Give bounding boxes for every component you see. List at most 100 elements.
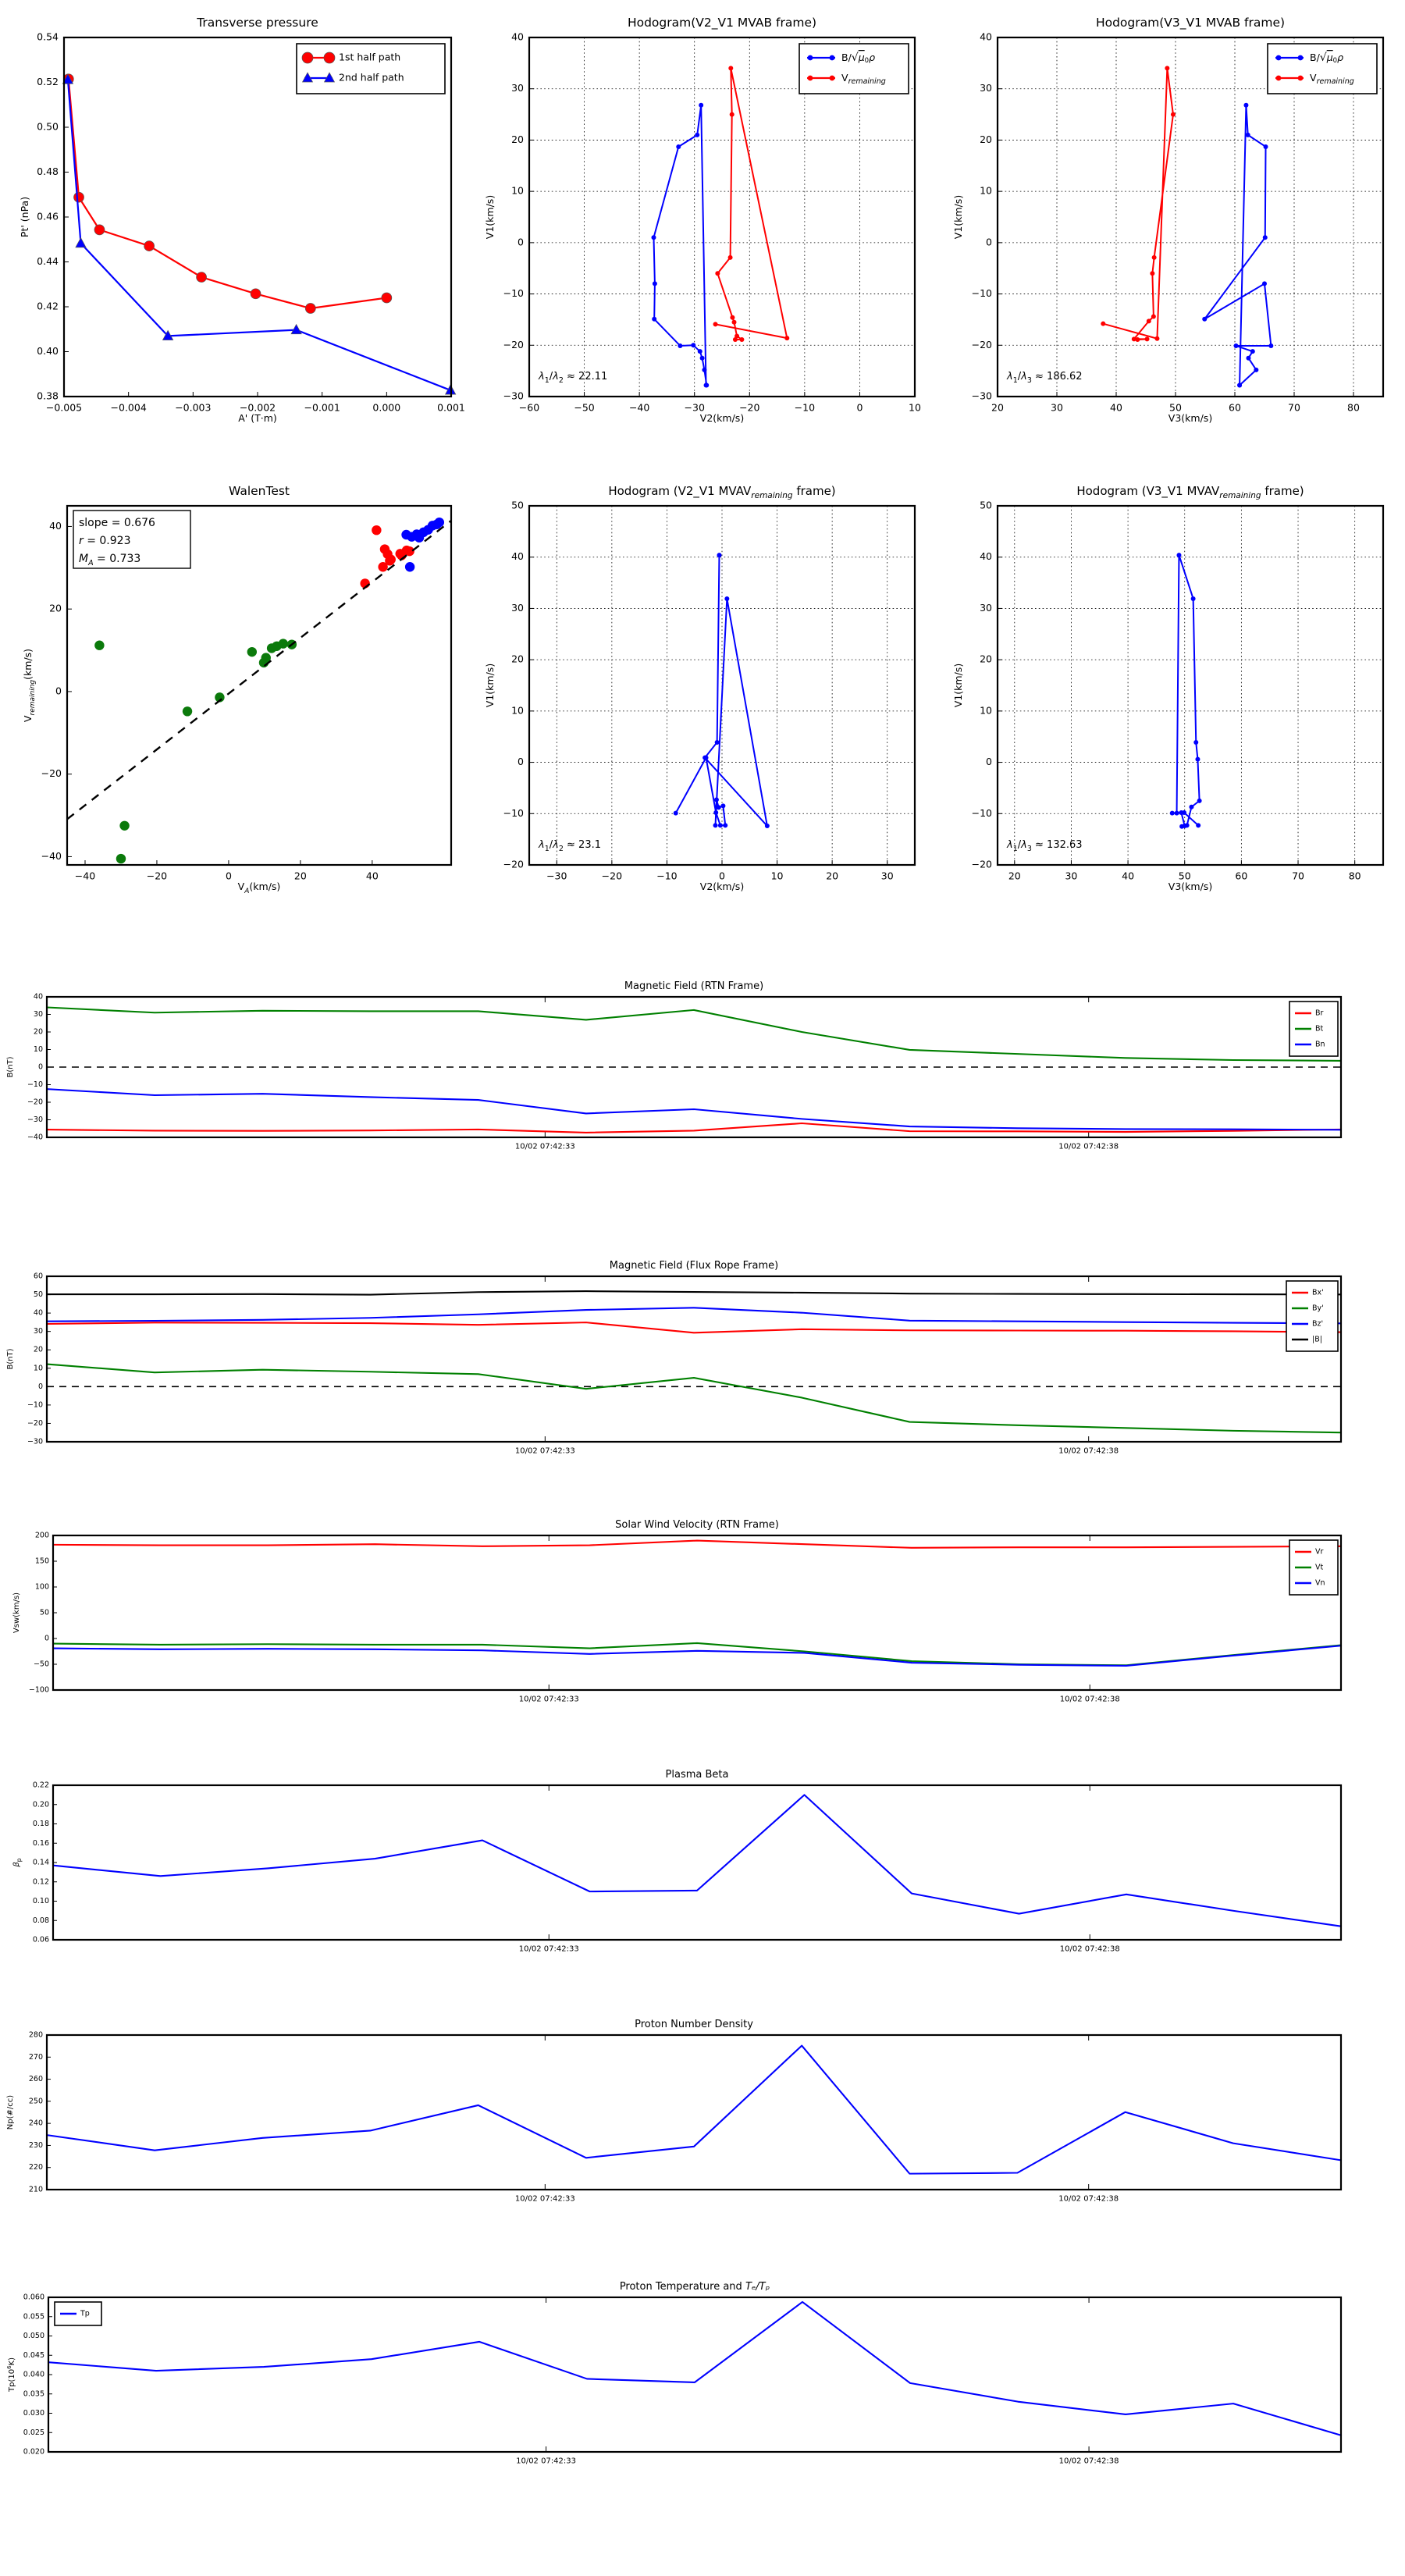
x-tick-label: 10/02 07:42:33 <box>519 1944 579 1953</box>
fit-line <box>66 520 452 820</box>
y-tick-label: 0.22 <box>33 1781 49 1790</box>
panel-title: Hodogram(V2_V1 MVAB frame) <box>628 16 816 30</box>
x-tick-label: 50 <box>1169 402 1182 414</box>
x-tick-label: 40 <box>1110 402 1122 414</box>
data-marker <box>714 739 720 745</box>
y-tick-label: 260 <box>29 2075 43 2083</box>
y-tick-label: 270 <box>29 2053 43 2062</box>
data-marker <box>1245 132 1250 137</box>
x-tick-label: 10/02 07:42:38 <box>1060 1695 1120 1703</box>
series-line-|B| <box>45 1290 1343 1296</box>
y-tick-label: 0.20 <box>33 1800 49 1809</box>
x-tick-label: 10/02 07:42:38 <box>1059 2457 1119 2465</box>
data-marker <box>713 322 718 327</box>
legend-label: Vn <box>1315 1579 1325 1588</box>
plot-frame <box>45 1275 1343 1443</box>
panel-solar-wind-velocity: Solar Wind Velocity (RTN Frame) −100 −50 0 5… <box>0 1503 1405 1729</box>
plot-frame <box>66 504 453 866</box>
data-marker <box>1243 102 1249 108</box>
y-tick-label: 10 <box>511 704 524 716</box>
panel-proton-temperature: Proton Temperature and Tₑ/Tₚ 0.020 0.025 0.… <box>0 2260 1405 2494</box>
x-tick-label: 50 <box>1179 870 1191 882</box>
data-marker <box>730 315 735 320</box>
y-tick-label: 0 <box>986 756 992 767</box>
y-tick-label: −20 <box>972 859 992 870</box>
data-marker <box>1233 343 1239 348</box>
x-tick-label: 80 <box>1347 402 1360 414</box>
panel-title: Magnetic Field (RTN Frame) <box>624 980 763 992</box>
legend-label: Bx' <box>1312 1289 1324 1297</box>
data-marker <box>732 337 738 343</box>
series-line-0 <box>67 78 388 310</box>
x-tick-label: 10/02 07:42:33 <box>515 2194 575 2203</box>
transverse-pressure-plot: Transverse pressure −0.005 −0.004 −0.003 −0.… <box>19 16 465 424</box>
data-marker <box>73 191 84 203</box>
legend-label: Tp <box>80 2310 90 2318</box>
x-tick-label: −40 <box>75 870 95 882</box>
x-tick-label: −30 <box>546 870 567 882</box>
x-tick-label: 10/02 07:42:38 <box>1058 2194 1119 2203</box>
legend-label: |B| <box>1312 1336 1322 1344</box>
data-marker <box>1174 810 1179 816</box>
y-axis-label: Tp(106K) <box>6 2357 16 2393</box>
legend-marker <box>829 55 835 61</box>
y-tick-label: 0.045 <box>23 2351 44 2360</box>
y-tick-label: 220 <box>29 2163 43 2172</box>
x-tick-label: 60 <box>1229 402 1241 414</box>
x-tick-label: −0.005 <box>46 402 82 414</box>
y-tick-label: 0.10 <box>33 1897 49 1905</box>
data-marker <box>1182 809 1187 815</box>
scatter-point <box>247 646 258 657</box>
series-line-1 <box>714 67 788 341</box>
plot-frame <box>45 995 1343 1139</box>
legend-label: Bt <box>1315 1025 1324 1034</box>
data-marker <box>713 823 718 828</box>
x-tick-label: 10/02 07:42:38 <box>1058 1446 1119 1455</box>
hodogram-v2v1-mvavr-plot: Hodogram (V2_V1 MVAVremaining frame) −30 −… <box>484 484 916 892</box>
stats-box <box>73 510 191 569</box>
y-tick-label: 0.040 <box>23 2371 44 2379</box>
data-marker <box>731 319 737 325</box>
legend-marker <box>301 52 314 64</box>
data-marker <box>144 240 155 251</box>
x-tick-label: 10/02 07:42:33 <box>515 1446 575 1455</box>
x-tick-label: 30 <box>881 870 894 882</box>
data-marker <box>1146 318 1151 324</box>
data-marker <box>652 316 657 322</box>
x-tick-label: 60 <box>1235 870 1247 882</box>
scatter-point <box>378 562 388 572</box>
y-tick-label: 30 <box>511 602 524 614</box>
data-marker <box>1254 367 1259 372</box>
y-tick-label: 20 <box>980 653 992 665</box>
data-marker <box>717 553 722 558</box>
data-marker <box>1197 798 1202 803</box>
y-tick-label: 30 <box>511 82 524 94</box>
legend-box <box>296 43 446 94</box>
y-tick-label: 20 <box>980 133 992 145</box>
y-tick-label: 0 <box>518 236 524 247</box>
legend-marker <box>301 72 314 83</box>
y-tick-label: 0.14 <box>33 1859 49 1867</box>
data-marker <box>1190 596 1196 601</box>
data-marker <box>724 596 730 601</box>
data-marker <box>94 224 105 236</box>
x-tick-label: 30 <box>1065 870 1077 882</box>
y-tick-label: 40 <box>511 550 524 562</box>
series-line-Vn <box>52 1645 1343 1667</box>
series-line-0 <box>674 554 768 827</box>
x-tick-label: 0.000 <box>372 402 400 414</box>
y-tick-label: 30 <box>34 1327 43 1336</box>
y-tick-label: −50 <box>34 1660 49 1669</box>
x-tick-label: 0.001 <box>437 402 465 414</box>
data-marker <box>1154 336 1160 341</box>
y-tick-label: −10 <box>27 1400 43 1409</box>
legend-label: B/√μ0ρ <box>1310 52 1343 65</box>
data-marker <box>162 329 174 340</box>
data-marker <box>1165 66 1170 71</box>
data-marker <box>1135 337 1140 343</box>
y-tick-label: −20 <box>27 1098 43 1107</box>
panel-title: Hodogram (V2_V1 MVAVremaining frame) <box>608 484 835 500</box>
y-tick-label: 40 <box>511 31 524 43</box>
x-tick-label: −10 <box>656 870 677 882</box>
x-tick-label: 40 <box>1122 870 1134 882</box>
